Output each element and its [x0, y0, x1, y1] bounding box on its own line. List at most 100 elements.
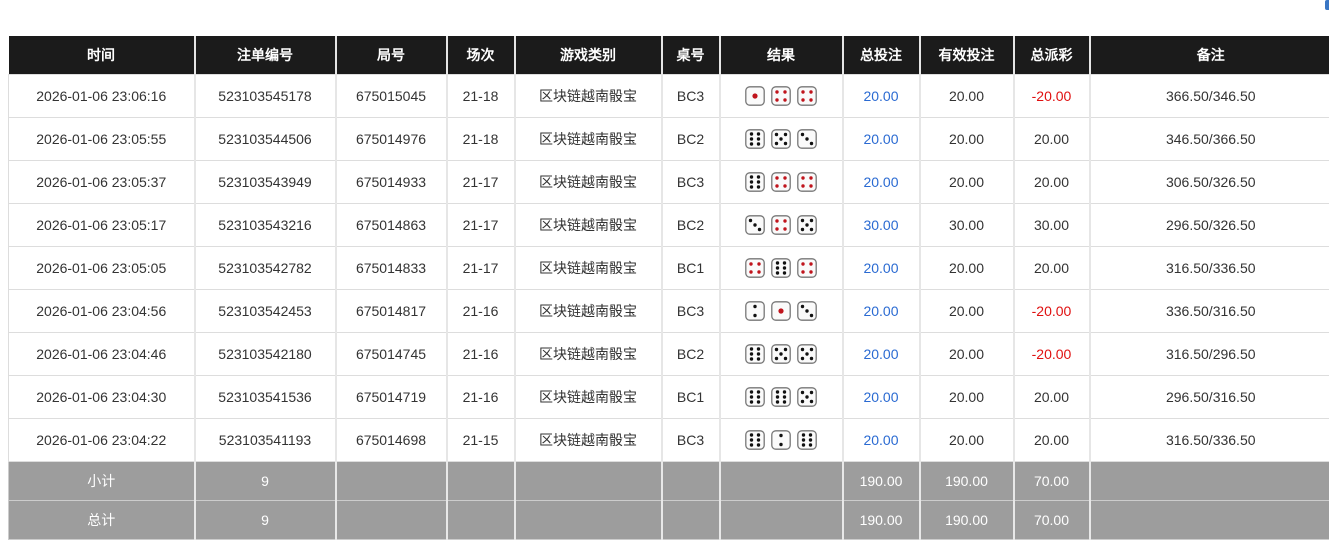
session-cell: 21-17 [446, 160, 516, 204]
column-header-note[interactable]: 备注 [1089, 36, 1329, 75]
time-cell: 2026-01-06 23:05:05 [8, 246, 196, 290]
table-no-cell: BC1 [661, 375, 721, 419]
round-cell: 675014719 [335, 375, 448, 419]
column-header-result[interactable]: 结果 [719, 36, 844, 75]
table-row: 2026-01-06 23:06:16 523103545178 6750150… [8, 74, 1329, 118]
total-bet-link[interactable]: 20.00 [842, 418, 921, 462]
total-bet-link[interactable]: 20.00 [842, 332, 921, 376]
payout-cell: -20.00 [1013, 74, 1091, 118]
dice-result [745, 258, 817, 278]
valid-bet-cell: 20.00 [919, 160, 1015, 204]
round-cell: 675014933 [335, 160, 448, 204]
die-4-icon [745, 258, 765, 278]
result-cell [719, 332, 844, 376]
column-header-session[interactable]: 场次 [446, 36, 516, 75]
game-type-cell: 区块链越南骰宝 [514, 332, 663, 376]
dice-result [745, 387, 817, 407]
bet-id-cell: 523103545178 [194, 74, 337, 118]
die-6-icon [745, 430, 765, 450]
bet-id-cell: 523103542180 [194, 332, 337, 376]
result-cell [719, 74, 844, 118]
column-header-total-bet[interactable]: 总投注 [842, 36, 921, 75]
die-4-icon [797, 86, 817, 106]
result-cell [719, 246, 844, 290]
session-cell: 21-17 [446, 203, 516, 247]
valid-bet-cell: 20.00 [919, 246, 1015, 290]
bet-id-cell: 523103542782 [194, 246, 337, 290]
column-header-time[interactable]: 时间 [8, 36, 196, 75]
table-row: 2026-01-06 23:05:05 523103542782 6750148… [8, 246, 1329, 290]
die-6-icon [771, 387, 791, 407]
total-bet-link[interactable]: 30.00 [842, 203, 921, 247]
time-cell: 2026-01-06 23:05:17 [8, 203, 196, 247]
die-5-icon [771, 129, 791, 149]
die-5-icon [797, 215, 817, 235]
column-header-table-no[interactable]: 桌号 [661, 36, 721, 75]
valid-bet-cell: 20.00 [919, 289, 1015, 333]
round-cell: 675014976 [335, 117, 448, 161]
column-header-game-type[interactable]: 游戏类别 [514, 36, 663, 75]
valid-bet-cell: 20.00 [919, 375, 1015, 419]
total-bet-link[interactable]: 20.00 [842, 246, 921, 290]
total-label: 总计 [8, 500, 196, 540]
session-cell: 21-18 [446, 117, 516, 161]
total-bet-link[interactable]: 20.00 [842, 74, 921, 118]
column-header-round[interactable]: 局号 [335, 36, 448, 75]
total-bet: 190.00 [842, 500, 921, 540]
dice-result [745, 215, 817, 235]
valid-bet-cell: 20.00 [919, 418, 1015, 462]
result-cell [719, 375, 844, 419]
table-no-cell: BC2 [661, 332, 721, 376]
bet-id-cell: 523103543949 [194, 160, 337, 204]
result-cell [719, 418, 844, 462]
game-type-cell: 区块链越南骰宝 [514, 246, 663, 290]
game-type-cell: 区块链越南骰宝 [514, 160, 663, 204]
result-cell [719, 289, 844, 333]
die-5-icon [797, 387, 817, 407]
die-2-icon [771, 430, 791, 450]
round-cell: 675014745 [335, 332, 448, 376]
total-payout: 70.00 [1013, 500, 1091, 540]
table-no-cell: BC2 [661, 203, 721, 247]
table-row: 2026-01-06 23:04:46 523103542180 6750147… [8, 332, 1329, 376]
total-bet-link[interactable]: 20.00 [842, 117, 921, 161]
die-6-icon [797, 430, 817, 450]
time-cell: 2026-01-06 23:06:16 [8, 74, 196, 118]
total-bet-link[interactable]: 20.00 [842, 289, 921, 333]
table-no-cell: BC3 [661, 418, 721, 462]
table-row: 2026-01-06 23:04:30 523103541536 6750147… [8, 375, 1329, 419]
dice-result [745, 86, 817, 106]
result-cell [719, 117, 844, 161]
note-cell: 346.50/366.50 [1089, 117, 1329, 161]
total-bet-link[interactable]: 20.00 [842, 375, 921, 419]
note-cell: 316.50/296.50 [1089, 332, 1329, 376]
table-no-cell: BC1 [661, 246, 721, 290]
die-6-icon [771, 258, 791, 278]
scrollbar-indicator[interactable] [1325, 0, 1329, 10]
dice-result [745, 430, 817, 450]
payout-cell: 20.00 [1013, 160, 1091, 204]
subtotal-payout: 70.00 [1013, 461, 1091, 501]
column-header-bet-id[interactable]: 注单编号 [194, 36, 337, 75]
bet-id-cell: 523103544506 [194, 117, 337, 161]
payout-cell: 20.00 [1013, 418, 1091, 462]
column-header-valid-bet[interactable]: 有效投注 [919, 36, 1015, 75]
table-row: 2026-01-06 23:05:17 523103543216 6750148… [8, 203, 1329, 247]
session-cell: 21-18 [446, 74, 516, 118]
total-count: 9 [194, 500, 337, 540]
total-bet-link[interactable]: 20.00 [842, 160, 921, 204]
table-header-row: 时间 注单编号 局号 场次 游戏类别 桌号 结果 总投注 有效投注 总派彩 备注 [8, 36, 1329, 75]
die-6-icon [745, 172, 765, 192]
bet-id-cell: 523103541536 [194, 375, 337, 419]
column-header-total-payout[interactable]: 总派彩 [1013, 36, 1091, 75]
dice-result [745, 129, 817, 149]
game-type-cell: 区块链越南骰宝 [514, 117, 663, 161]
note-cell: 316.50/336.50 [1089, 418, 1329, 462]
note-cell: 296.50/326.50 [1089, 203, 1329, 247]
die-4-icon [771, 86, 791, 106]
bet-id-cell: 523103542453 [194, 289, 337, 333]
valid-bet-cell: 20.00 [919, 117, 1015, 161]
die-6-icon [745, 129, 765, 149]
note-cell: 316.50/336.50 [1089, 246, 1329, 290]
payout-cell: 20.00 [1013, 375, 1091, 419]
